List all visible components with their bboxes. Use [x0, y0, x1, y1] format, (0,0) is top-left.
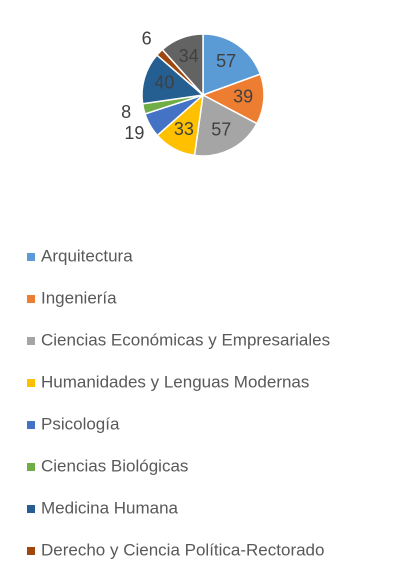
- data-label: 39: [233, 87, 253, 107]
- legend-label: Medicina Humana: [41, 498, 179, 517]
- pie-slice: [202, 33, 262, 97]
- pie-slice: [161, 33, 204, 97]
- legend-label: Arquitectura: [41, 246, 133, 265]
- legend-label: Humanidades y Lenguas Modernas: [41, 372, 309, 391]
- pie-slice: [141, 54, 205, 105]
- legend-label: Ingeniería: [41, 288, 117, 307]
- legend-swatch: [27, 295, 35, 303]
- data-label: 57: [216, 51, 236, 71]
- legend-swatch: [27, 547, 35, 555]
- data-label: 33: [174, 119, 194, 139]
- legend-swatch: [27, 421, 35, 429]
- data-label: 19: [124, 123, 144, 143]
- data-label: 57: [211, 120, 231, 140]
- legend-label: Ciencias Económicas y Empresariales: [41, 330, 330, 349]
- legend-swatch: [27, 463, 35, 471]
- data-label: 8: [121, 102, 131, 122]
- legend-label: Psicología: [41, 414, 120, 433]
- data-label: 40: [154, 72, 174, 92]
- pie-slice: [193, 93, 258, 157]
- legend-swatch: [27, 337, 35, 345]
- data-label: 6: [142, 28, 152, 48]
- data-label: 34: [179, 46, 199, 66]
- legend-label: Derecho y Ciencia Política-Rectorado: [41, 540, 324, 559]
- legend-swatch: [27, 253, 35, 261]
- legend-swatch: [27, 505, 35, 513]
- legend-swatch: [27, 379, 35, 387]
- legend-label: Ciencias Biológicas: [41, 456, 188, 475]
